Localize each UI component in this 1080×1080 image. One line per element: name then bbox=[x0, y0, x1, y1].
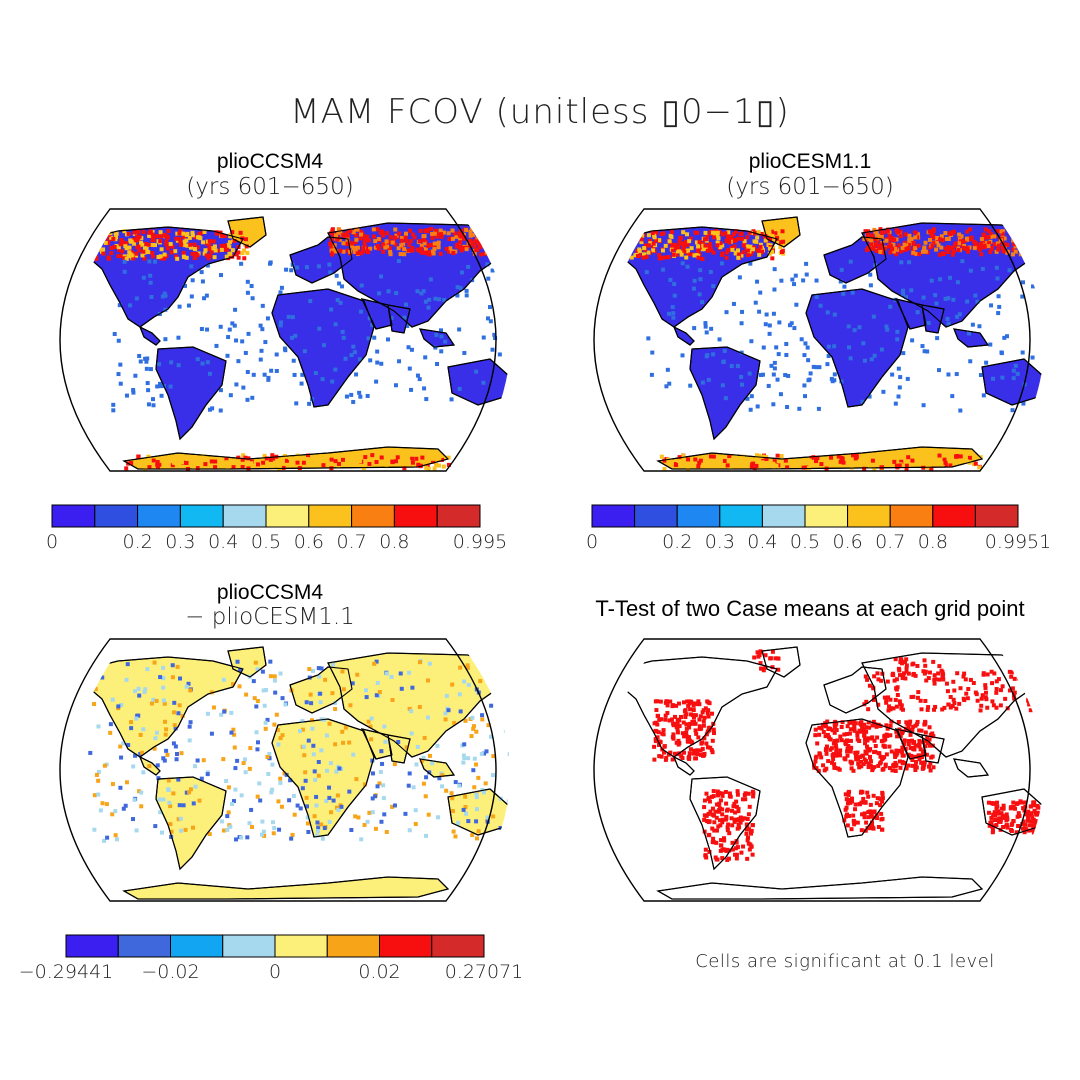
colorbar-swatch bbox=[431, 934, 485, 958]
panel3-map bbox=[59, 638, 510, 902]
continent-centralAmerica bbox=[138, 325, 161, 346]
panel1-colorbar: 0 0.2 0.3 0.4 0.5 0.6 0.7 0.8 0.995 bbox=[46, 504, 507, 553]
colorbar-tick-label: 0.7 bbox=[875, 531, 905, 553]
continent-antarctica bbox=[656, 876, 984, 900]
colorbar-tick-label: 0.3 bbox=[705, 531, 735, 553]
colorbar-tick-label: 0 bbox=[46, 531, 58, 553]
colorbar-swatch bbox=[308, 504, 353, 528]
colorbar-tick-label: 0.02 bbox=[358, 961, 400, 983]
colorbar-tick-label: 0 bbox=[269, 961, 281, 983]
colorbar-tick-label: 0.5 bbox=[790, 531, 820, 553]
colorbar-swatch bbox=[170, 934, 224, 958]
panel2-colorbar: 0 0.2 0.3 0.4 0.5 0.6 0.7 0.8 0.9951 bbox=[586, 504, 1051, 553]
colorbar-swatch bbox=[222, 934, 276, 958]
colorbar-swatch bbox=[634, 504, 678, 528]
colorbar-tick-label: 0.4 bbox=[208, 531, 238, 553]
colorbar-swatch bbox=[591, 504, 636, 528]
colorbar-swatch bbox=[393, 504, 438, 528]
colorbar-swatch bbox=[932, 504, 976, 528]
colorbar-tick-label: −0.29441 bbox=[19, 961, 114, 983]
panel4-title: T-Test of two Case means at each grid po… bbox=[595, 596, 1025, 621]
colorbar-swatch bbox=[436, 504, 481, 528]
panel2-title: plioCESM1.1 bbox=[748, 150, 872, 173]
colorbar-swatch bbox=[265, 504, 310, 528]
continent-africa bbox=[271, 288, 375, 408]
colorbar-tick-label: 0.27071 bbox=[445, 961, 524, 983]
colorbar-tick-label: 0.6 bbox=[832, 531, 862, 553]
colorbar-tick-label: 0.3 bbox=[165, 531, 195, 553]
colorbar-swatch bbox=[974, 504, 1019, 528]
colorbar-tick-label: 0 bbox=[586, 531, 598, 553]
colorbar-tick-label: 0.6 bbox=[294, 531, 324, 553]
colorbar-swatch bbox=[719, 504, 763, 528]
colorbar-tick-label: 0.2 bbox=[122, 531, 152, 553]
colorbar-swatch bbox=[326, 934, 380, 958]
continent-antarctica bbox=[122, 876, 450, 900]
panel1-title: plioCCSM4 bbox=[216, 150, 324, 173]
panel3-title: plioCCSM4 bbox=[216, 581, 324, 604]
colorbar-swatch bbox=[889, 504, 934, 528]
colorbar-tick-label: 0.7 bbox=[336, 531, 366, 553]
panel2-subtitle: (yrs 601−650) bbox=[726, 174, 894, 200]
colorbar-swatch bbox=[222, 504, 267, 528]
colorbar-tick-label: 0.8 bbox=[918, 531, 948, 553]
colorbar-tick-label: −0.02 bbox=[141, 961, 199, 983]
colorbar-swatch bbox=[179, 504, 224, 528]
panel1-map bbox=[59, 208, 510, 472]
panel2-map bbox=[593, 208, 1044, 472]
continent-northAmerica bbox=[85, 656, 244, 758]
colorbar-tick-label: 0.995 bbox=[453, 531, 507, 553]
significance-note: Cells are significant at 0.1 level bbox=[695, 951, 995, 972]
panel3-subtitle: − plioCESM1.1 bbox=[185, 604, 355, 630]
colorbar-swatch bbox=[137, 504, 181, 528]
colorbar-swatch bbox=[117, 934, 171, 958]
panel1-subtitle: (yrs 601−650) bbox=[186, 174, 354, 200]
colorbar-swatch bbox=[804, 504, 849, 528]
colorbar-tick-label: 0.4 bbox=[747, 531, 777, 553]
colorbar-swatch bbox=[847, 504, 891, 528]
colorbar-tick-label: 0.5 bbox=[251, 531, 281, 553]
colorbar-tick-label: 0.9951 bbox=[985, 531, 1051, 553]
colorbar-swatch bbox=[65, 934, 119, 958]
panel3-colorbar: −0.29441 −0.02 0 0.02 0.27071 bbox=[19, 934, 524, 983]
colorbar-swatch bbox=[51, 504, 96, 528]
colorbar-tick-label: 0.2 bbox=[662, 531, 692, 553]
colorbar-swatch bbox=[94, 504, 139, 528]
colorbar-swatch bbox=[761, 504, 806, 528]
colorbar-swatch bbox=[676, 504, 721, 528]
colorbar-swatch bbox=[351, 504, 395, 528]
continent-greenland bbox=[761, 646, 801, 678]
colorbar-swatch bbox=[379, 934, 433, 958]
continent-northAmerica bbox=[619, 656, 778, 758]
colorbar-tick-label: 0.8 bbox=[379, 531, 409, 553]
figure-title: MAM FCOV (unitless ▯0−1▯) bbox=[290, 92, 790, 132]
panel4-map bbox=[593, 638, 1043, 902]
continent-centralAmerica bbox=[672, 325, 695, 346]
colorbar-swatch bbox=[274, 934, 328, 958]
